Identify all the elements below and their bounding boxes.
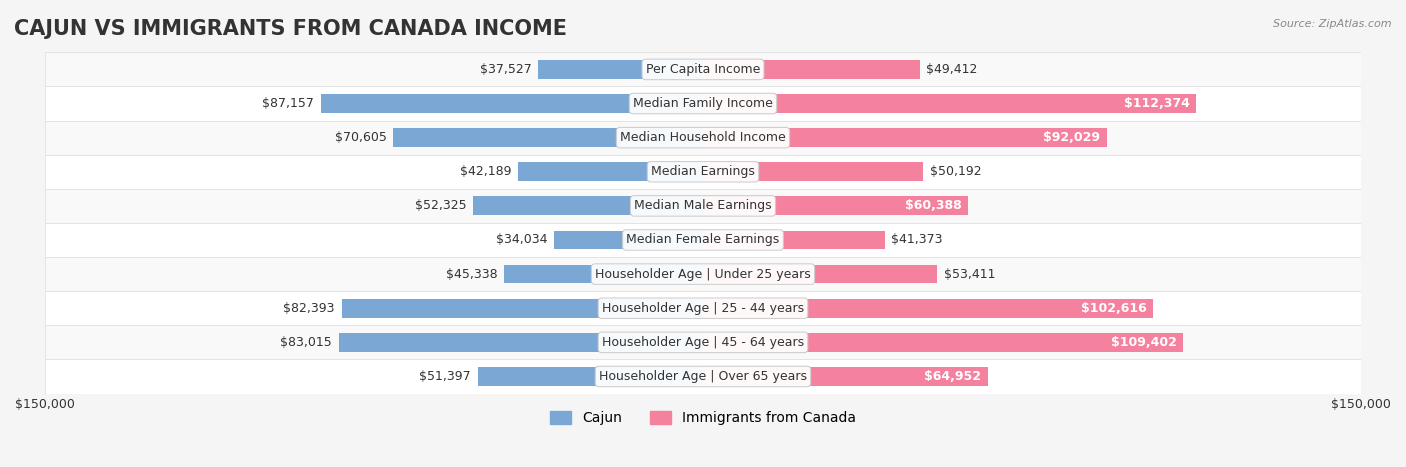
Bar <box>517 163 703 181</box>
Text: $87,157: $87,157 <box>262 97 314 110</box>
Text: $49,412: $49,412 <box>927 63 977 76</box>
Text: $53,411: $53,411 <box>943 268 995 281</box>
Text: Median Female Earnings: Median Female Earnings <box>627 234 779 247</box>
Bar <box>474 197 703 215</box>
Text: $112,374: $112,374 <box>1123 97 1189 110</box>
Bar <box>703 60 920 79</box>
FancyBboxPatch shape <box>45 223 1361 257</box>
Bar <box>321 94 703 113</box>
Text: $41,373: $41,373 <box>891 234 942 247</box>
Bar <box>703 265 938 283</box>
FancyBboxPatch shape <box>45 291 1361 325</box>
Text: Median Family Income: Median Family Income <box>633 97 773 110</box>
Text: $42,189: $42,189 <box>460 165 512 178</box>
Text: $50,192: $50,192 <box>929 165 981 178</box>
FancyBboxPatch shape <box>45 155 1361 189</box>
Bar <box>554 231 703 249</box>
Bar <box>703 299 1153 318</box>
FancyBboxPatch shape <box>45 360 1361 394</box>
Text: Median Household Income: Median Household Income <box>620 131 786 144</box>
Legend: Cajun, Immigrants from Canada: Cajun, Immigrants from Canada <box>544 406 862 431</box>
Text: $37,527: $37,527 <box>479 63 531 76</box>
Bar <box>703 197 967 215</box>
FancyBboxPatch shape <box>45 325 1361 360</box>
Text: Per Capita Income: Per Capita Income <box>645 63 761 76</box>
Bar <box>339 333 703 352</box>
Text: $45,338: $45,338 <box>446 268 498 281</box>
Text: $92,029: $92,029 <box>1043 131 1099 144</box>
Text: $52,325: $52,325 <box>415 199 467 212</box>
Bar <box>703 163 924 181</box>
Text: $60,388: $60,388 <box>904 199 962 212</box>
Text: $82,393: $82,393 <box>284 302 335 315</box>
Text: $83,015: $83,015 <box>280 336 332 349</box>
Bar <box>703 367 988 386</box>
Text: Householder Age | 45 - 64 years: Householder Age | 45 - 64 years <box>602 336 804 349</box>
Bar <box>505 265 703 283</box>
FancyBboxPatch shape <box>45 257 1361 291</box>
Bar <box>703 231 884 249</box>
Text: Householder Age | Under 25 years: Householder Age | Under 25 years <box>595 268 811 281</box>
Bar <box>478 367 703 386</box>
Text: Source: ZipAtlas.com: Source: ZipAtlas.com <box>1274 19 1392 28</box>
FancyBboxPatch shape <box>45 120 1361 155</box>
Text: Householder Age | Over 65 years: Householder Age | Over 65 years <box>599 370 807 383</box>
FancyBboxPatch shape <box>45 189 1361 223</box>
Bar <box>703 333 1182 352</box>
Text: Median Male Earnings: Median Male Earnings <box>634 199 772 212</box>
Text: $102,616: $102,616 <box>1081 302 1147 315</box>
Bar <box>394 128 703 147</box>
Text: Householder Age | 25 - 44 years: Householder Age | 25 - 44 years <box>602 302 804 315</box>
FancyBboxPatch shape <box>45 86 1361 120</box>
Text: $51,397: $51,397 <box>419 370 471 383</box>
Text: CAJUN VS IMMIGRANTS FROM CANADA INCOME: CAJUN VS IMMIGRANTS FROM CANADA INCOME <box>14 19 567 39</box>
Bar <box>538 60 703 79</box>
Text: $109,402: $109,402 <box>1111 336 1177 349</box>
Bar <box>342 299 703 318</box>
Text: $34,034: $34,034 <box>495 234 547 247</box>
Text: $70,605: $70,605 <box>335 131 387 144</box>
Text: $64,952: $64,952 <box>924 370 981 383</box>
Bar <box>703 94 1197 113</box>
FancyBboxPatch shape <box>45 52 1361 86</box>
Text: Median Earnings: Median Earnings <box>651 165 755 178</box>
Bar <box>703 128 1107 147</box>
